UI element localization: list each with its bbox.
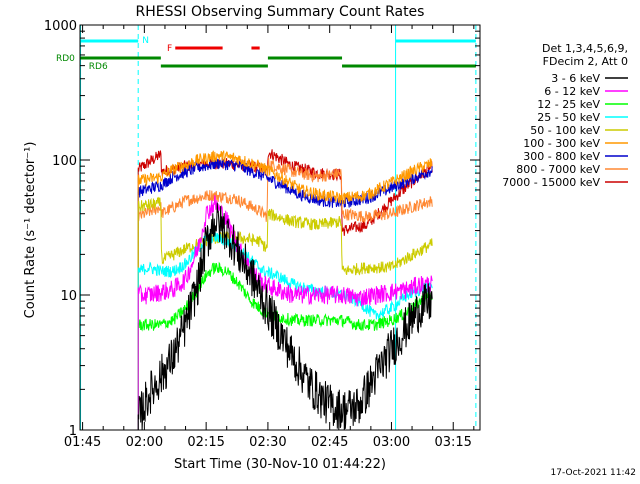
legend-header-decimation: FDecim 2, Att 0 <box>543 55 628 68</box>
legend-label-300-800keV: 300 - 800 keV <box>523 150 600 163</box>
x-tick-label-02:15: 02:15 <box>187 435 224 450</box>
x-tick-label-03:00: 03:00 <box>373 435 410 450</box>
legend-label-100-300keV: 100 - 300 keV <box>523 137 600 150</box>
y-tick-label-100: 100 <box>52 154 77 169</box>
legend-label-7000-15000keV: 7000 - 15000 keV <box>502 176 600 189</box>
legend-label-12-25keV: 12 - 25 keV <box>537 98 600 111</box>
series-line-100-300keV <box>137 150 433 430</box>
y-tick-label-1000: 1000 <box>44 19 77 34</box>
y-tick-label-1: 1 <box>69 424 77 439</box>
series-line-12-25keV <box>137 261 433 430</box>
legend-label-3-6keV: 3 - 6 keV <box>551 72 600 85</box>
flag-label-F: F <box>167 44 172 54</box>
x-axis-label: Start Time (30-Nov-10 01:44:22) <box>174 457 386 472</box>
x-tick-label-02:00: 02:00 <box>126 435 163 450</box>
legend-header-detectors: Det 1,3,4,5,6,9, <box>542 42 628 55</box>
series-line-7000-15000keV <box>137 149 433 430</box>
x-tick-label-02:45: 02:45 <box>311 435 348 450</box>
legend-label-800-7000keV: 800 - 7000 keV <box>516 163 600 176</box>
y-tick-label-10: 10 <box>60 289 77 304</box>
flag-label-N: N <box>142 36 149 46</box>
series-line-25-50keV <box>137 230 433 430</box>
chart-title: RHESSI Observing Summary Count Rates <box>136 4 425 20</box>
y-axis-label: Count Rate (s⁻¹ detector⁻¹) <box>23 142 38 319</box>
x-tick-label-03:15: 03:15 <box>434 435 471 450</box>
flag-label-RD6: RD6 <box>89 62 108 72</box>
x-tick-label-02:30: 02:30 <box>249 435 286 450</box>
legend-label-50-100keV: 50 - 100 keV <box>530 124 600 137</box>
plot-frame <box>79 24 481 431</box>
legend-label-6-12keV: 6 - 12 keV <box>544 85 600 98</box>
series-line-50-100keV <box>137 196 433 430</box>
series-line-800-7000keV <box>137 158 433 430</box>
flag-label-RD0: RD0 <box>56 54 75 64</box>
series-line-3-6keV <box>137 202 433 430</box>
generation-timestamp: 17-Oct-2021 11:42 <box>551 468 636 478</box>
x-tick-label-01:45: 01:45 <box>64 435 101 450</box>
legend-label-25-50keV: 25 - 50 keV <box>537 111 600 124</box>
series-line-6-12keV <box>137 195 433 430</box>
